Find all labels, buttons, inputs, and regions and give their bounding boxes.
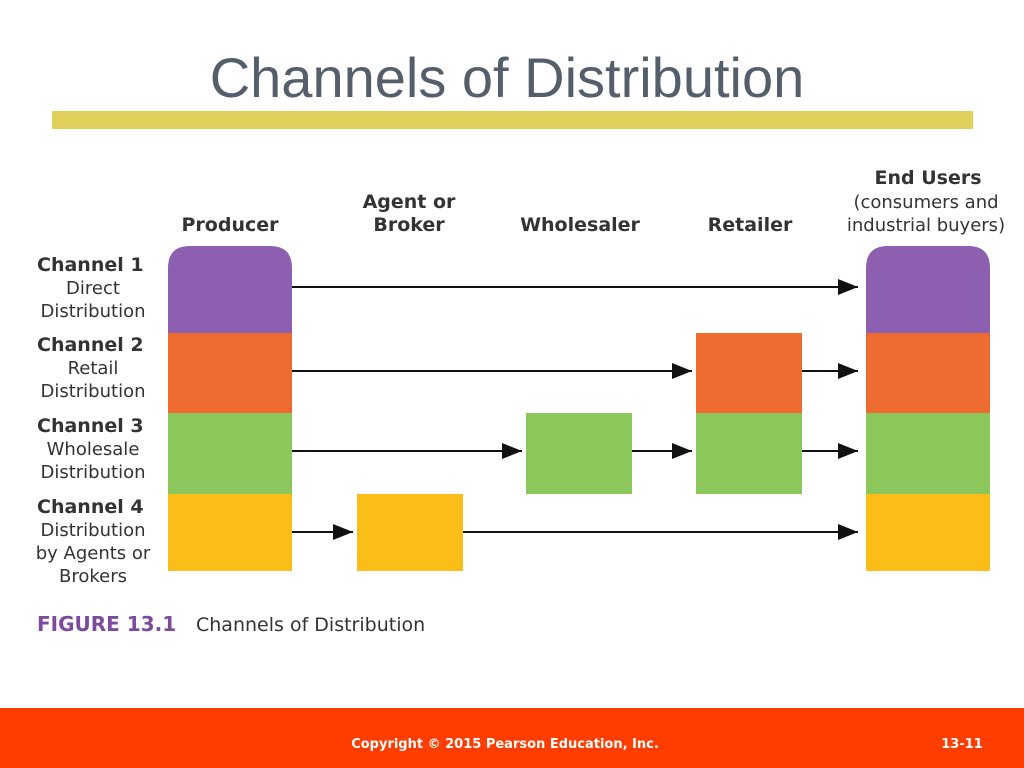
block xyxy=(168,494,292,571)
figure-number: FIGURE 13.1 xyxy=(37,612,176,636)
channel-desc: Brokers xyxy=(59,566,127,587)
copyright: Copyright © 2015 Pearson Education, Inc. xyxy=(351,737,659,752)
channel-desc: Distribution xyxy=(40,520,145,541)
arrows xyxy=(292,279,858,540)
channel-desc: Direct xyxy=(66,278,120,299)
figure-caption: Channels of Distribution xyxy=(196,614,425,636)
col-header: Producer xyxy=(182,214,280,236)
channel-desc: by Agents or xyxy=(36,543,151,564)
block xyxy=(168,333,292,413)
block xyxy=(696,413,802,494)
block xyxy=(866,333,990,413)
col-header: Wholesaler xyxy=(520,214,640,236)
channel-name: Channel 2 xyxy=(37,334,144,356)
channel-desc: Distribution xyxy=(40,462,145,483)
block xyxy=(168,413,292,494)
channel-desc: Distribution xyxy=(40,301,145,322)
block xyxy=(866,413,990,494)
col-note: (consumers and xyxy=(853,192,998,213)
channel-desc: Retail xyxy=(68,358,119,379)
channel-name: Channel 4 xyxy=(37,496,144,518)
footer-bar xyxy=(0,708,1024,768)
col-header: Agent or xyxy=(363,191,456,213)
channel-desc: Wholesale xyxy=(47,439,140,460)
block xyxy=(168,246,292,333)
col-header: Retailer xyxy=(708,214,793,236)
channel-name: Channel 3 xyxy=(37,415,144,437)
block xyxy=(866,494,990,571)
col-header: End Users xyxy=(874,167,981,189)
title: Channels of Distribution xyxy=(210,46,805,109)
col-header: Broker xyxy=(373,214,445,236)
block xyxy=(696,333,802,413)
channel-name: Channel 1 xyxy=(37,254,144,276)
page-number: 13-11 xyxy=(941,737,983,752)
col-note: industrial buyers) xyxy=(847,215,1005,236)
title-bar xyxy=(52,111,973,129)
block xyxy=(866,246,990,333)
block xyxy=(357,494,463,571)
channel-desc: Distribution xyxy=(40,381,145,402)
block xyxy=(526,413,632,494)
